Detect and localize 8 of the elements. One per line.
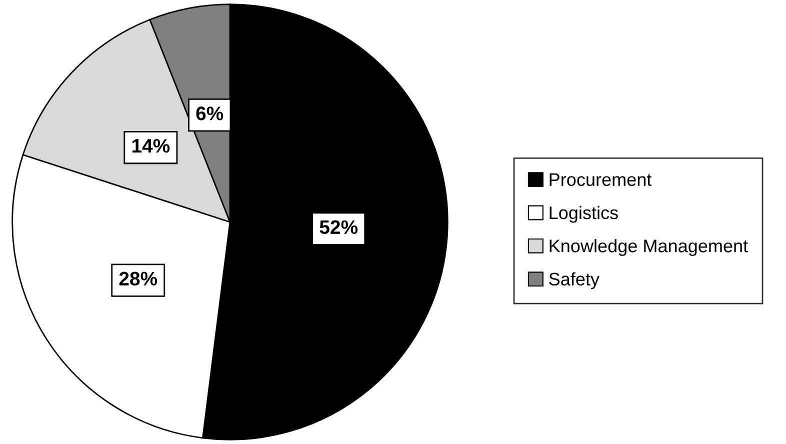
data-label: 6%	[196, 106, 224, 120]
data-label: 52%	[320, 220, 358, 234]
data-label: 14%	[132, 139, 170, 153]
data-label: 28%	[119, 272, 158, 286]
legend-label: Knowledge Management	[550, 239, 748, 256]
legend-label: Logistics	[550, 206, 618, 223]
legend-label: Safety	[549, 272, 600, 290]
legend-label: Procurement	[550, 173, 652, 186]
